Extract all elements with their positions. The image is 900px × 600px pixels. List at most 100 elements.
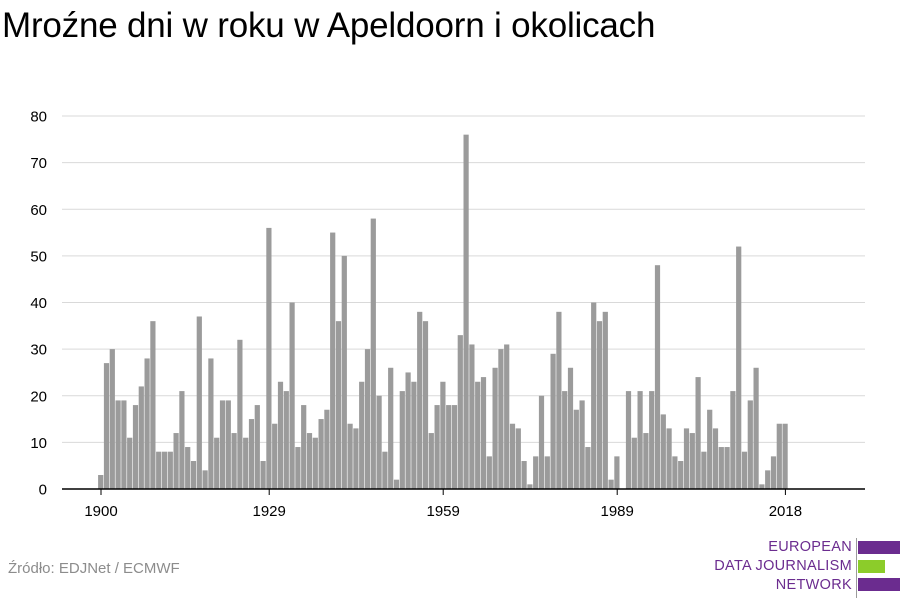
y-tick-label: 80 (30, 109, 47, 126)
bar-1967 (486, 456, 492, 489)
bar-2002 (689, 433, 695, 489)
bar-2011 (741, 451, 748, 489)
bar-1960 (446, 405, 452, 489)
bar-1969 (498, 349, 504, 490)
bar-1929 (266, 227, 272, 489)
bar-1952 (399, 391, 405, 489)
bar-1992 (631, 437, 637, 489)
bar-1963 (463, 134, 469, 489)
bar-1912 (167, 451, 173, 489)
bar-1966 (480, 377, 487, 489)
bar-1957 (428, 433, 434, 489)
bar-2015 (765, 470, 771, 489)
bar-1986 (596, 321, 603, 489)
bar-1971 (509, 423, 516, 489)
bar-1940 (330, 232, 336, 489)
logo-bar-purple-bottom (858, 578, 900, 591)
source-note: Źródło: EDJNet / ECMWF (8, 560, 180, 577)
x-tick-label: 1900 (84, 503, 117, 520)
bar-1973 (521, 461, 527, 489)
x-axis: 1900 1929 1959 1989 2018 (62, 488, 865, 520)
bar-1993 (637, 391, 643, 489)
bar-1984 (585, 447, 591, 489)
bar-1974 (527, 484, 533, 489)
bar-1982 (573, 409, 579, 489)
bar-1913 (173, 433, 179, 489)
bar-1909 (150, 321, 156, 489)
bar-1948 (376, 395, 382, 489)
bar-1943 (347, 423, 353, 489)
y-tick-label: 50 (30, 248, 47, 265)
bar-1935 (301, 405, 307, 489)
bar-1972 (515, 428, 521, 489)
bar-1946 (364, 349, 371, 490)
bar-1965 (475, 381, 481, 489)
bar-1926 (248, 419, 255, 489)
bar-1959 (440, 381, 446, 489)
y-tick-label: 30 (30, 342, 47, 359)
bar-1979 (556, 311, 562, 489)
bar-2007 (718, 447, 724, 489)
bar-1914 (179, 391, 185, 489)
bar-1903 (115, 400, 121, 489)
bar-1976 (538, 395, 545, 489)
bar-1907 (138, 386, 144, 489)
bar-1924 (237, 339, 243, 489)
bar-2012 (747, 400, 753, 489)
bar-1975 (533, 456, 539, 489)
x-tick-label: 2018 (769, 503, 802, 520)
bar-1991 (625, 391, 632, 489)
bar-1954 (411, 381, 417, 489)
x-tick-label: 1989 (601, 503, 634, 520)
bar-2014 (759, 484, 765, 489)
bar-1978 (550, 353, 556, 489)
bar-1947 (370, 218, 376, 489)
bar-1900 (98, 475, 104, 489)
bar-1987 (602, 311, 608, 489)
y-tick-label: 60 (30, 202, 47, 219)
bar-1911 (161, 451, 168, 489)
bar-2004 (701, 451, 707, 489)
bar-1915 (185, 447, 191, 489)
logo-line-2: DATA JOURNALISM (714, 558, 852, 574)
y-tick-label: 0 (39, 482, 47, 499)
bar-1931 (277, 381, 284, 489)
bar-1919 (208, 358, 214, 489)
bar-2009 (730, 391, 736, 489)
bar-1970 (504, 344, 510, 489)
bar-1996 (654, 265, 661, 489)
y-tick-label: 70 (30, 155, 47, 172)
logo-line-3: NETWORK (775, 577, 852, 593)
bar-1933 (289, 302, 295, 489)
bar-1988 (608, 479, 614, 489)
bar-1950 (388, 367, 394, 489)
bar-2001 (683, 428, 690, 489)
x-tick-label: 1929 (253, 503, 286, 520)
y-tick-label: 20 (30, 388, 47, 405)
bar-1995 (649, 391, 655, 489)
y-tick-label: 10 (30, 435, 47, 452)
bar-1918 (202, 470, 208, 489)
logo-divider (856, 538, 857, 598)
bar-1985 (591, 302, 597, 489)
bar-1968 (492, 367, 498, 489)
bar-2000 (678, 461, 684, 489)
x-tick-label: 1959 (427, 503, 460, 520)
bar-2006 (712, 428, 719, 489)
bar-1949 (382, 451, 388, 489)
bar-1953 (405, 372, 411, 489)
bar-1916 (190, 461, 197, 489)
bar-2013 (753, 367, 759, 489)
bar-1906 (132, 405, 139, 489)
bar-1921 (219, 400, 226, 489)
logo-line-1: EUROPEAN (768, 539, 852, 555)
bar-1961 (451, 405, 458, 489)
bar-2005 (707, 409, 713, 489)
bar-1938 (318, 419, 324, 489)
bar-1944 (353, 428, 359, 489)
bar-1908 (144, 358, 150, 489)
bar-1998 (666, 428, 672, 489)
bars (98, 134, 788, 490)
bar-1934 (295, 447, 301, 489)
